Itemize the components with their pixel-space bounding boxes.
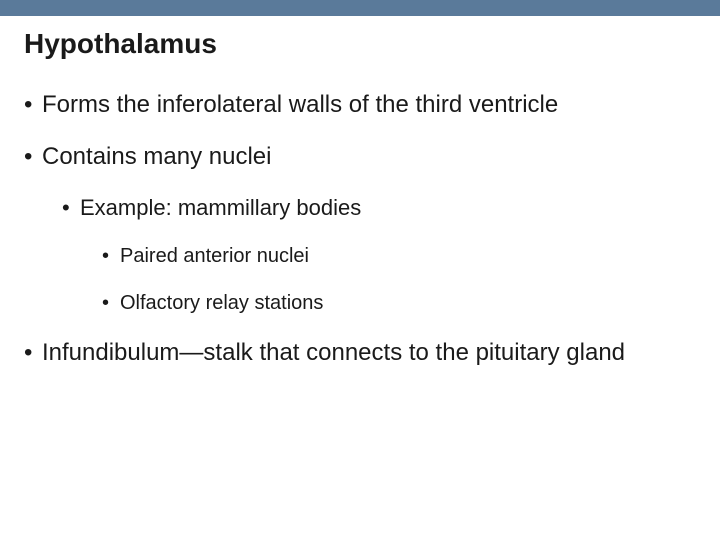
bullet-dot-icon: • xyxy=(24,338,32,368)
slide-title: Hypothalamus xyxy=(0,16,720,90)
bullet-item: • Olfactory relay stations xyxy=(24,291,696,316)
bullet-dot-icon: • xyxy=(102,244,109,269)
bullet-text: Paired anterior nuclei xyxy=(120,245,309,267)
bullet-text: Olfactory relay stations xyxy=(120,292,323,314)
bullet-text: Contains many nuclei xyxy=(42,143,271,170)
bullet-item: • Contains many nuclei xyxy=(24,142,696,172)
bullet-dot-icon: • xyxy=(102,291,109,316)
bullet-dot-icon: • xyxy=(62,194,70,222)
bullet-item: • Infundibulum—stalk that connects to th… xyxy=(24,338,696,368)
bullet-text: Example: mammillary bodies xyxy=(80,195,361,220)
bullet-dot-icon: • xyxy=(24,142,32,172)
bullet-item: • Example: mammillary bodies xyxy=(24,194,696,222)
bullet-item: • Paired anterior nuclei xyxy=(24,244,696,269)
bullet-text: Forms the inferolateral walls of the thi… xyxy=(42,91,558,118)
bullet-item: • Forms the inferolateral walls of the t… xyxy=(24,90,696,120)
bullet-dot-icon: • xyxy=(24,90,32,120)
header-accent-bar xyxy=(0,0,720,16)
bullet-text: Infundibulum—stalk that connects to the … xyxy=(42,339,625,366)
slide-content: • Forms the inferolateral walls of the t… xyxy=(0,90,720,368)
